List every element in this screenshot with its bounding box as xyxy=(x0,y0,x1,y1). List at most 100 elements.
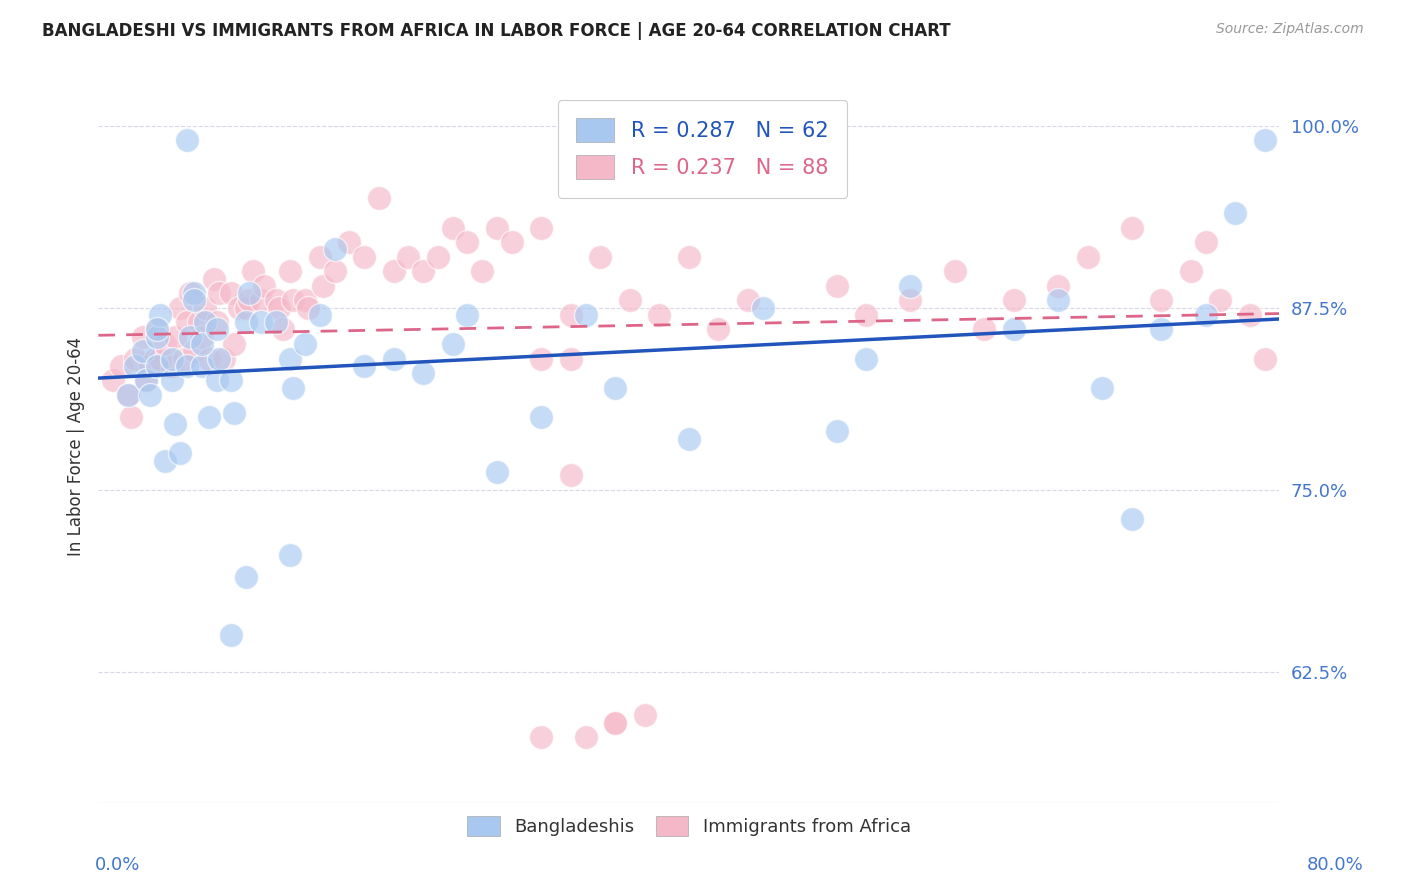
Point xyxy=(169,301,191,315)
Point xyxy=(176,315,198,329)
Point xyxy=(855,351,877,366)
Point xyxy=(589,250,612,264)
Point xyxy=(752,301,775,315)
Point xyxy=(943,264,966,278)
Point xyxy=(309,308,332,322)
Point xyxy=(575,308,598,322)
Point xyxy=(323,264,346,278)
Point xyxy=(280,548,302,562)
Point xyxy=(183,344,205,359)
Point xyxy=(323,243,346,257)
Point xyxy=(605,715,627,730)
Text: BANGLADESHI VS IMMIGRANTS FROM AFRICA IN LABOR FORCE | AGE 20-64 CORRELATION CHA: BANGLADESHI VS IMMIGRANTS FROM AFRICA IN… xyxy=(42,22,950,40)
Point xyxy=(146,330,169,344)
Point xyxy=(124,351,146,366)
Point xyxy=(900,293,922,308)
Point xyxy=(560,351,582,366)
Point xyxy=(162,359,183,373)
Point xyxy=(530,351,553,366)
Point xyxy=(124,359,146,373)
Point xyxy=(382,351,405,366)
Point xyxy=(173,351,195,366)
Point xyxy=(1046,278,1070,293)
Point xyxy=(117,388,139,402)
Point xyxy=(855,308,877,322)
Point xyxy=(235,570,257,584)
Point xyxy=(530,731,553,745)
Point xyxy=(309,250,332,264)
Point xyxy=(146,322,169,336)
Point xyxy=(353,359,375,373)
Point xyxy=(752,133,775,147)
Point xyxy=(1077,250,1099,264)
Point xyxy=(382,264,405,278)
Point xyxy=(205,374,228,388)
Point xyxy=(212,351,235,366)
Point xyxy=(530,220,553,235)
Point xyxy=(280,351,302,366)
Point xyxy=(139,359,162,373)
Point xyxy=(353,250,375,264)
Point xyxy=(900,278,922,293)
Point xyxy=(1091,381,1114,395)
Point xyxy=(678,250,700,264)
Point xyxy=(176,133,198,147)
Point xyxy=(191,330,214,344)
Point xyxy=(149,351,172,366)
Point xyxy=(634,708,657,723)
Point xyxy=(224,405,246,419)
Point xyxy=(1046,293,1070,308)
Point xyxy=(135,374,157,388)
Point xyxy=(253,278,276,293)
Point xyxy=(412,366,434,380)
Point xyxy=(283,293,305,308)
Point xyxy=(194,301,217,315)
Point xyxy=(825,425,848,439)
Point xyxy=(427,250,450,264)
Point xyxy=(530,409,553,424)
Point xyxy=(143,351,166,366)
Point xyxy=(135,374,157,388)
Point xyxy=(162,374,183,388)
Point xyxy=(648,308,671,322)
Point xyxy=(1121,220,1143,235)
Point xyxy=(280,264,302,278)
Point xyxy=(1150,322,1173,336)
Point xyxy=(221,628,243,642)
Point xyxy=(457,308,479,322)
Point xyxy=(169,446,191,460)
Point xyxy=(153,337,176,351)
Point xyxy=(575,731,598,745)
Point xyxy=(412,264,434,278)
Point xyxy=(191,359,214,373)
Point xyxy=(294,337,316,351)
Text: 0.0%: 0.0% xyxy=(96,856,141,874)
Point xyxy=(368,191,391,205)
Point xyxy=(250,315,273,329)
Point xyxy=(179,286,201,301)
Point xyxy=(224,337,246,351)
Point xyxy=(103,374,125,388)
Point xyxy=(560,468,582,483)
Point xyxy=(202,271,225,285)
Point xyxy=(205,322,228,336)
Point xyxy=(250,293,273,308)
Point xyxy=(165,330,187,344)
Point xyxy=(153,453,176,467)
Point xyxy=(235,301,257,315)
Point xyxy=(187,315,209,329)
Point xyxy=(737,293,759,308)
Point xyxy=(441,220,464,235)
Point xyxy=(120,409,142,424)
Point xyxy=(1002,293,1025,308)
Point xyxy=(139,388,162,402)
Point xyxy=(339,235,361,249)
Legend: Bangladeshis, Immigrants from Africa: Bangladeshis, Immigrants from Africa xyxy=(453,801,925,851)
Point xyxy=(205,315,228,329)
Point xyxy=(198,409,221,424)
Point xyxy=(605,715,627,730)
Point xyxy=(283,381,305,395)
Point xyxy=(221,374,243,388)
Point xyxy=(312,278,335,293)
Point xyxy=(486,220,509,235)
